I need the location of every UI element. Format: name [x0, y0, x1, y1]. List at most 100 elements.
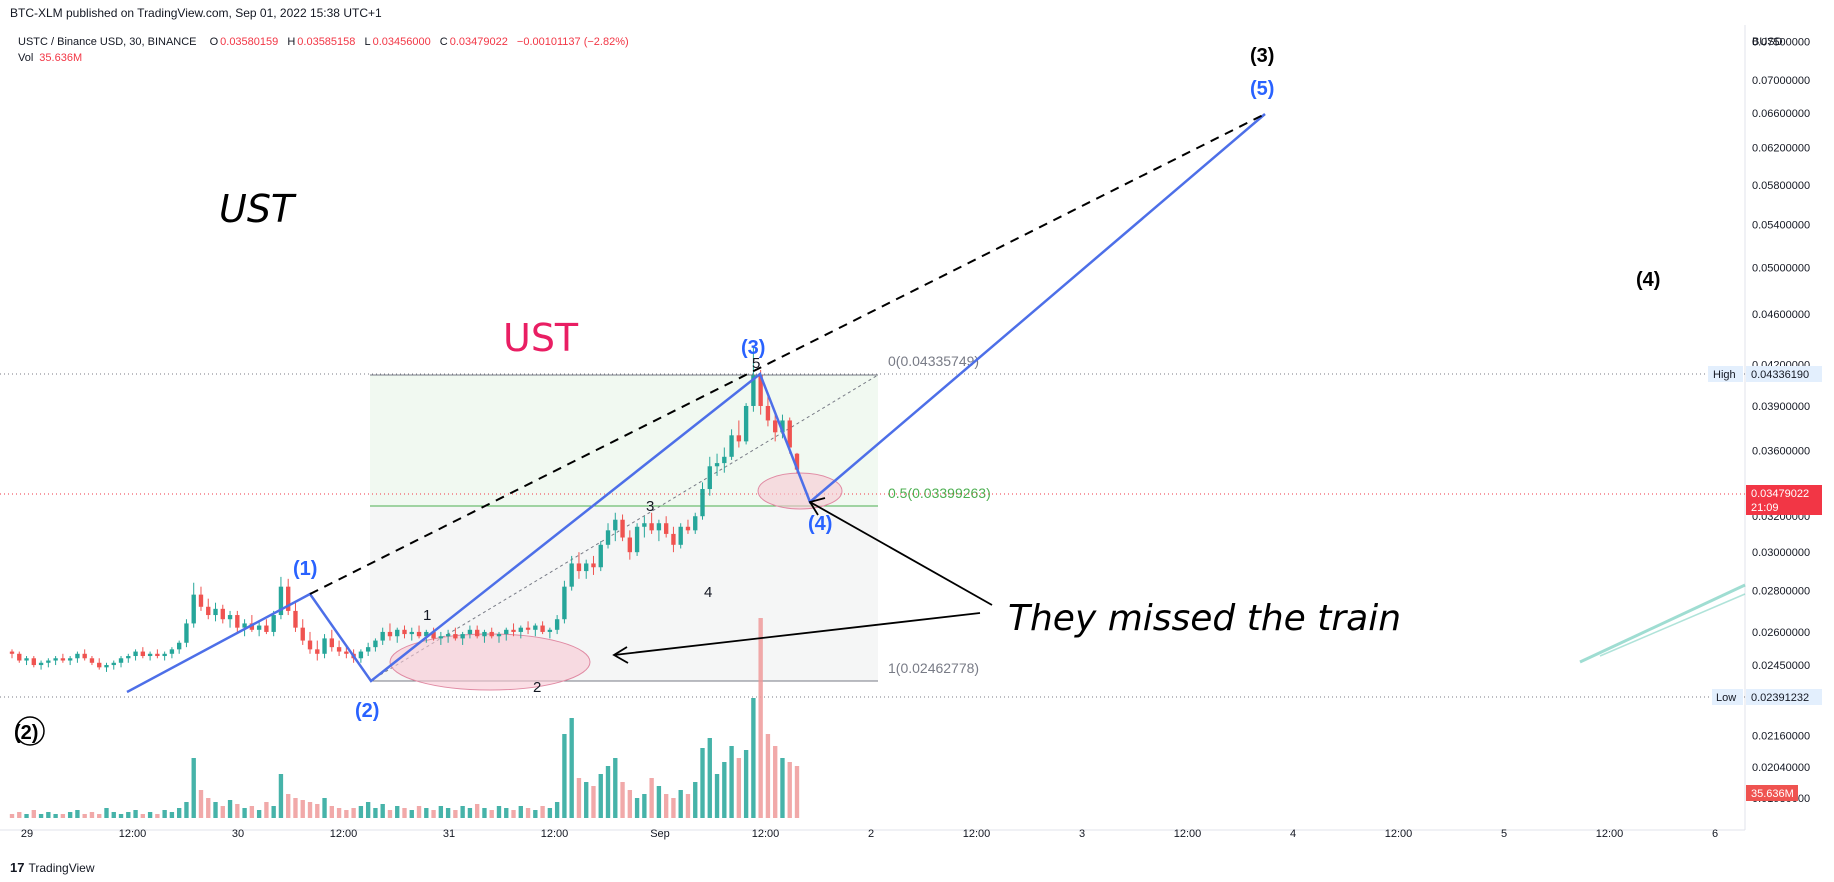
volume-bar — [460, 806, 465, 818]
candle-body — [496, 634, 502, 637]
volume-bar — [97, 814, 102, 818]
volume-bar — [206, 798, 211, 818]
candle-body — [191, 594, 196, 624]
wave-label-1[interactable]: (1) — [293, 558, 317, 580]
volume-bar — [475, 804, 480, 818]
candlestick-series — [9, 346, 800, 672]
volume-bar — [787, 762, 792, 818]
candle-body — [736, 435, 742, 442]
volume-bar — [736, 758, 742, 818]
volume-legend: Vol 35.636M — [18, 52, 82, 64]
volume-bar — [620, 782, 625, 818]
volume-bar — [780, 758, 785, 818]
volume-bar — [227, 800, 233, 818]
arrow-line-lower[interactable] — [613, 612, 981, 656]
volume-bar — [627, 790, 633, 818]
candle-body — [97, 662, 102, 668]
candle-body — [540, 625, 545, 632]
big-wave-label-3[interactable]: (3) — [1250, 45, 1274, 67]
price-tick-label: 0.06200000 — [1752, 143, 1810, 155]
volume-bar — [504, 808, 509, 818]
missed-train-annotation[interactable]: They missed the train — [1008, 598, 1401, 639]
volume-bar — [315, 804, 320, 818]
low-tag-label: Low — [1716, 692, 1736, 704]
candle-body — [53, 658, 58, 661]
volume-bar — [445, 808, 451, 818]
time-axis[interactable]: 29 12:00 30 12:00 31 12:00 Sep 12:00 2 12:00 3 12:0… — [21, 828, 1718, 840]
wave-label-5[interactable]: (5) — [1250, 78, 1274, 100]
big-wave-label-2[interactable]: (2) — [14, 722, 38, 744]
candle-body — [387, 631, 393, 637]
candle-body — [685, 526, 691, 531]
volume-label[interactable]: Vol — [18, 52, 34, 64]
volume-bar — [17, 812, 22, 818]
candle-body — [598, 544, 603, 568]
sub-wave-5[interactable]: 5 — [752, 355, 760, 372]
volume-bar — [765, 734, 771, 818]
candle-body — [75, 653, 80, 659]
volume-bar — [634, 798, 640, 818]
volume-bar — [162, 810, 167, 818]
open-label: O — [209, 36, 219, 48]
volume-bar — [511, 810, 516, 818]
low-tag-value: 0.02391232 — [1751, 692, 1809, 704]
candle-body — [46, 660, 51, 663]
ust-annotation-black[interactable]: UST — [219, 187, 297, 231]
low-value: 0.03456000 — [372, 36, 431, 48]
candle-body — [220, 608, 225, 620]
price-tick-label: 0.02450000 — [1752, 660, 1810, 672]
candle-body — [416, 631, 422, 637]
wave-label-2[interactable]: (2) — [355, 700, 379, 722]
candle-body — [31, 658, 36, 666]
volume-bar — [322, 798, 327, 818]
volume-bar — [758, 618, 763, 818]
candle-body — [358, 651, 364, 659]
volume-bar — [111, 812, 116, 818]
volume-bar — [722, 762, 727, 818]
sub-wave-3[interactable]: 3 — [646, 498, 654, 515]
high-tag-label: High — [1713, 369, 1736, 381]
time-tick-label: 5 — [1501, 828, 1507, 840]
wave-label-3[interactable]: (3) — [741, 337, 765, 359]
volume-bar — [31, 810, 36, 818]
volume-bar — [453, 810, 458, 818]
candle-body — [627, 537, 633, 553]
volume-bar — [554, 802, 560, 818]
symbol-title[interactable]: USTC / Binance USD, 30, BINANCE — [18, 36, 197, 48]
candle-body — [794, 453, 800, 470]
footer-brand[interactable]: TradingView — [28, 860, 95, 875]
volume-bar — [773, 746, 778, 818]
elliott-wave-line[interactable] — [126, 113, 1266, 694]
price-tick-label: 0.05400000 — [1752, 220, 1810, 232]
candle-body — [162, 653, 167, 657]
volume-bar — [140, 814, 146, 818]
volume-bar — [729, 746, 734, 818]
volume-bar — [235, 804, 240, 818]
wave-label-4[interactable]: (4) — [808, 513, 832, 535]
low-tag-bg — [1746, 689, 1822, 705]
candle-body — [140, 651, 146, 657]
candle-body — [409, 631, 414, 635]
volume-bar — [380, 804, 385, 818]
volume-bar — [518, 806, 523, 818]
time-tick-label: 12:00 — [1596, 828, 1624, 840]
big-wave-label-4[interactable]: (4) — [1636, 269, 1660, 291]
sub-wave-4[interactable]: 4 — [704, 584, 712, 601]
fib-label-1: 1(0.02462778) — [888, 660, 979, 676]
arrow-line-upper[interactable] — [809, 501, 993, 606]
dashed-channel-line[interactable] — [309, 113, 1266, 595]
tradingview-logo-icon[interactable]: 17 — [10, 860, 25, 875]
sub-wave-1[interactable]: 1 — [423, 607, 431, 624]
candle-body — [286, 586, 291, 611]
price-tick-label: 0.02040000 — [1752, 762, 1810, 774]
volume-bar — [751, 698, 756, 818]
candle-body — [300, 627, 305, 641]
ust-annotation-pink[interactable]: UST — [503, 316, 579, 360]
candle-body — [758, 375, 763, 406]
candle-body — [336, 647, 342, 652]
sub-wave-2[interactable]: 2 — [533, 679, 541, 696]
volume-bar — [591, 786, 596, 818]
price-tick-label: 0.02160000 — [1752, 730, 1810, 742]
volume-tag-value: 35.636M — [1751, 788, 1794, 800]
